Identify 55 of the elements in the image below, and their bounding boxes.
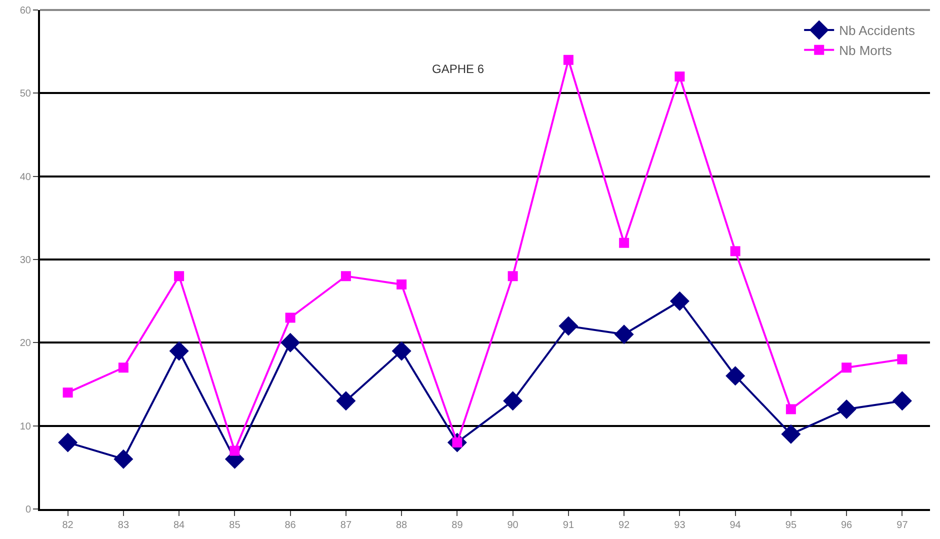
point	[285, 312, 296, 323]
x-tick-label: 90	[507, 520, 519, 531]
point	[563, 54, 574, 65]
y-tick-label: 60	[20, 6, 32, 16]
point	[558, 316, 578, 336]
point	[619, 238, 630, 248]
text: GAPHE 6	[432, 62, 484, 76]
x-tick-label: 85	[229, 520, 241, 531]
point	[174, 271, 184, 282]
point	[892, 391, 912, 411]
point	[340, 271, 351, 282]
x-tick-label: 82	[62, 520, 74, 531]
point	[230, 446, 240, 456]
point	[614, 324, 634, 344]
x-tick-label: 96	[840, 520, 853, 531]
point	[842, 362, 852, 373]
point	[836, 399, 856, 419]
point	[114, 449, 134, 469]
x-tick-label: 92	[618, 520, 630, 531]
x-tick-label: 86	[284, 520, 296, 531]
point	[280, 332, 300, 352]
point	[396, 279, 407, 290]
point	[730, 246, 740, 256]
point	[781, 424, 801, 444]
x-tick-label: 87	[340, 520, 352, 531]
point	[169, 341, 189, 361]
point	[62, 388, 73, 398]
point	[786, 404, 796, 414]
x-tick-label: 97	[896, 520, 908, 531]
legend-label: Nb Morts	[839, 42, 892, 58]
x-tick-label: 89	[452, 520, 464, 531]
point	[674, 72, 685, 82]
y-tick-label: 20	[20, 338, 32, 350]
point	[726, 366, 746, 386]
y-tick-label: 40	[20, 172, 32, 183]
x-tick-label: 93	[674, 520, 686, 531]
point	[58, 432, 78, 452]
x-tick-label: 95	[785, 520, 797, 531]
legend-label: Nb Accidents	[839, 23, 916, 38]
point	[392, 341, 412, 361]
x-tick-label: 84	[173, 520, 186, 531]
x-tick-label: 94	[730, 520, 742, 531]
x-tick-label: 88	[396, 520, 408, 531]
y-tick-label: 30	[20, 255, 32, 266]
point	[670, 291, 690, 311]
y-tick-label: 10	[20, 421, 32, 432]
x-tick-label: 91	[562, 520, 574, 531]
y-tick-label: 0	[25, 504, 32, 516]
point	[508, 271, 518, 282]
point	[118, 362, 128, 373]
x-tick-label: 83	[118, 520, 130, 531]
point	[336, 391, 356, 411]
point	[897, 354, 908, 364]
y-tick-label: 50	[20, 88, 32, 100]
point	[503, 391, 523, 411]
